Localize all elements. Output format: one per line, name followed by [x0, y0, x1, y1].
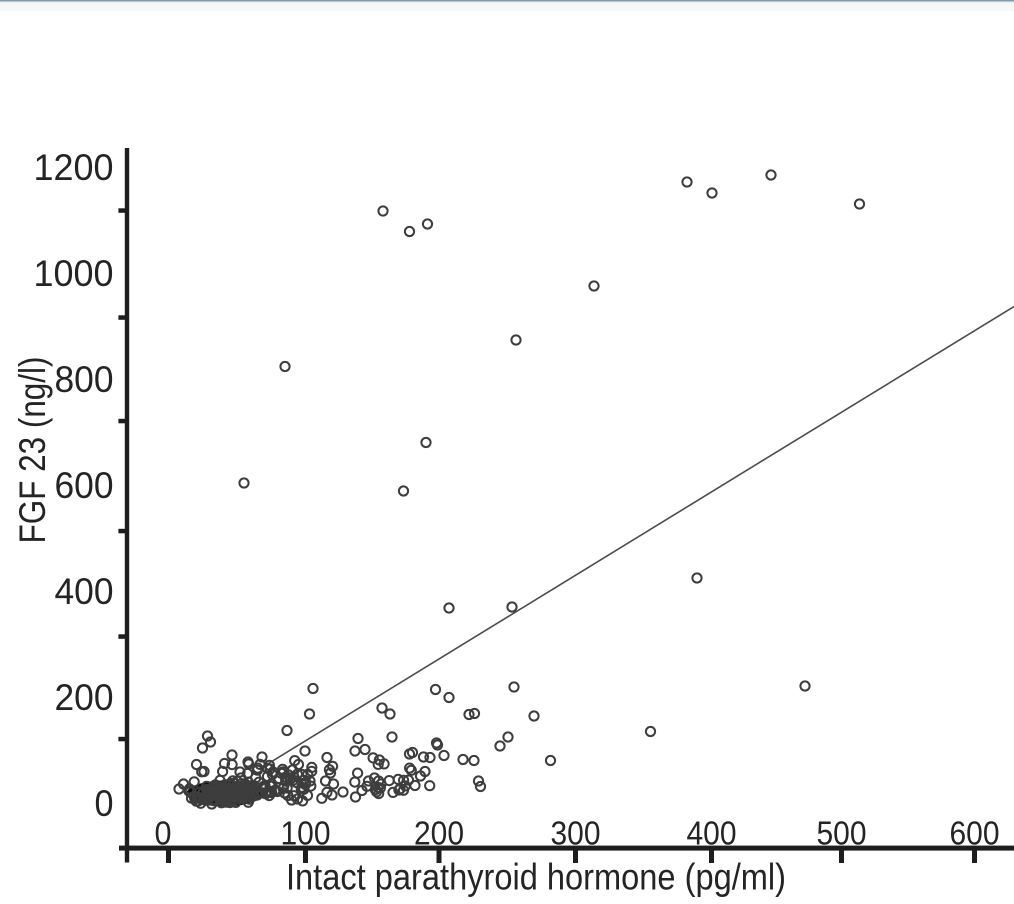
- svg-text:500: 500: [817, 816, 867, 853]
- svg-text:0: 0: [95, 783, 114, 824]
- svg-text:1200: 1200: [34, 147, 114, 188]
- svg-text:600: 600: [950, 816, 1000, 853]
- svg-text:300: 300: [551, 816, 601, 853]
- svg-text:400: 400: [55, 571, 114, 612]
- svg-text:200: 200: [414, 816, 464, 853]
- svg-text:400: 400: [687, 816, 737, 853]
- svg-text:1000: 1000: [34, 253, 114, 294]
- svg-text:0: 0: [155, 816, 172, 853]
- svg-text:200: 200: [55, 677, 114, 718]
- svg-text:Intact parathyroid hormone (pg: Intact parathyroid hormone (pg/ml): [286, 857, 786, 898]
- svg-text:800: 800: [55, 359, 114, 400]
- svg-text:600: 600: [55, 465, 114, 506]
- svg-text:100: 100: [281, 816, 331, 853]
- svg-text:FGF 23 (ng/l): FGF 23 (ng/l): [12, 357, 53, 544]
